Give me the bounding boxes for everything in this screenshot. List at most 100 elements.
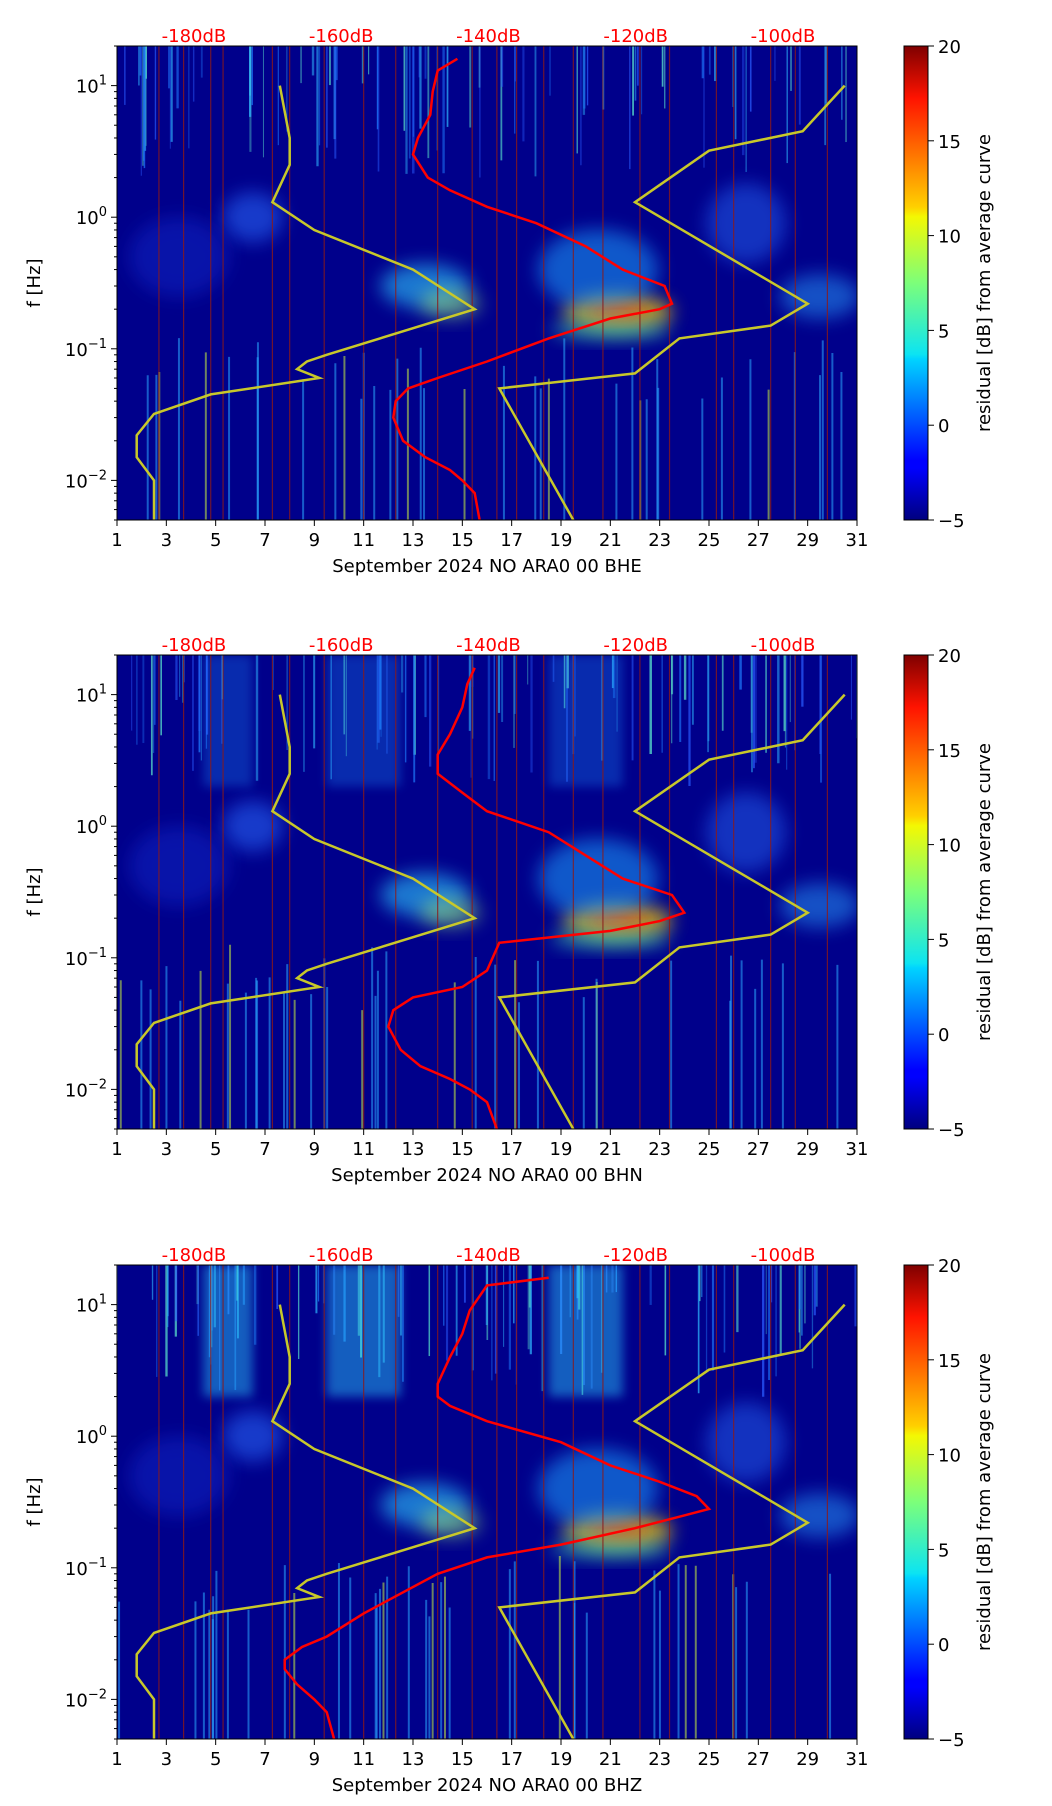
y-tick-label: 101: [76, 74, 107, 98]
db-scale-label: -120dB: [603, 635, 668, 656]
y-tick-label: 100: [76, 814, 107, 838]
y-tick-label: 100: [76, 205, 107, 229]
x-tick-label: 31: [846, 1139, 869, 1160]
spectrogram-image: [117, 46, 857, 520]
x-tick-label: 5: [210, 530, 221, 551]
db-scale-label: -100dB: [751, 635, 816, 656]
energy-blob: [222, 801, 283, 852]
db-scale-label: -160dB: [309, 26, 374, 47]
x-axis-label: September 2024 NO ARA0 00 BHE: [332, 556, 642, 577]
colorbar-tick-label: −5: [938, 1120, 965, 1141]
energy-blob: [128, 1435, 229, 1516]
broadband-noise-band: [548, 655, 623, 787]
spectrogram-panel-2: 1 3 5 7 9 11 13 15 17 19 21 23 25 27 29 3110−210−110010…: [24, 635, 995, 1186]
x-tick-label: 19: [550, 530, 573, 551]
x-tick-label: 19: [550, 1139, 573, 1160]
colorbar-tick-label: 20: [938, 1256, 961, 1277]
colorbar: [903, 654, 929, 1130]
y-axis-label: f [Hz]: [24, 1477, 45, 1526]
x-tick-label: 25: [698, 1749, 721, 1770]
x-tick-label: 15: [451, 530, 474, 551]
x-tick-label: 19: [550, 1749, 573, 1770]
noise-model-curve: [135, 693, 846, 1129]
x-tick-label: 25: [698, 1139, 721, 1160]
db-scale-label: -120dB: [603, 26, 668, 47]
colorbar-tick-label: 15: [938, 132, 961, 153]
colorbar-tick-label: 15: [938, 1351, 961, 1372]
spectrogram-panel-1: 1 3 5 7 9 11 13 15 17 19 21 23 25 27 29 3110−210−110010…: [24, 26, 995, 577]
energy-blob: [538, 1448, 658, 1529]
db-scale-label: -160dB: [309, 635, 374, 656]
spectrogram-image: [117, 655, 857, 1129]
energy-blob: [222, 1411, 283, 1462]
x-tick-label: 7: [259, 1139, 270, 1160]
x-tick-label: 11: [352, 1749, 375, 1770]
x-tick-label: 23: [648, 1139, 671, 1160]
x-tick-label: 3: [161, 1139, 172, 1160]
colorbar-label: residual [dB] from average curve: [974, 1353, 995, 1651]
colorbar: [903, 45, 929, 521]
colorbar-tick-label: 0: [938, 416, 949, 437]
noise-model-curve: [135, 84, 846, 520]
plot-frame: [116, 45, 858, 521]
x-axis-label: September 2024 NO ARA0 00 BHZ: [332, 1775, 643, 1796]
energy-blob: [550, 319, 671, 340]
energy-blob: [538, 229, 658, 310]
x-tick-label: 9: [309, 1749, 320, 1770]
y-tick-label: 10−2: [65, 468, 107, 492]
energy-blob: [128, 216, 229, 297]
colorbar-tick-label: 20: [938, 646, 961, 667]
colorbar-tick-label: 10: [938, 836, 961, 857]
db-scale-label: -140dB: [456, 635, 521, 656]
energy-blob: [420, 289, 480, 318]
broadband-noise-band: [203, 655, 253, 787]
x-tick-label: 1: [111, 530, 122, 551]
x-tick-label: 13: [402, 1749, 425, 1770]
broadband-noise-band: [548, 1265, 623, 1397]
y-tick-label: 101: [76, 683, 107, 707]
energy-blob: [420, 898, 480, 927]
db-scale-label: -180dB: [162, 635, 227, 656]
x-tick-label: 3: [161, 1749, 172, 1770]
colorbar-label: residual [dB] from average curve: [974, 743, 995, 1041]
db-scale-label: -180dB: [162, 1245, 227, 1266]
x-tick-label: 23: [648, 1749, 671, 1770]
x-tick-label: 5: [210, 1749, 221, 1770]
colorbar-tick-label: 5: [938, 321, 949, 342]
x-tick-label: 21: [599, 1139, 622, 1160]
mean-psd-curve: [283, 1276, 712, 1739]
db-scale-label: -120dB: [603, 1245, 668, 1266]
plot-frame: [116, 1264, 858, 1740]
x-tick-label: 9: [309, 1139, 320, 1160]
energy-blob: [128, 825, 229, 906]
x-tick-label: 27: [747, 1139, 770, 1160]
colorbar-tick-label: 20: [938, 37, 961, 58]
y-axis-label: f [Hz]: [24, 867, 45, 916]
colorbar-tick-label: −5: [938, 511, 965, 532]
energy-blob: [222, 192, 283, 243]
y-tick-label: 10−2: [65, 1687, 107, 1711]
x-tick-label: 29: [796, 530, 819, 551]
x-tick-label: 27: [747, 1749, 770, 1770]
x-tick-label: 21: [599, 530, 622, 551]
db-scale-label: -160dB: [309, 1245, 374, 1266]
y-tick-label: 10−1: [65, 1556, 107, 1580]
x-tick-label: 21: [599, 1749, 622, 1770]
x-tick-label: 23: [648, 530, 671, 551]
x-tick-label: 7: [259, 530, 270, 551]
y-axis-label: f [Hz]: [24, 258, 45, 307]
energy-blob: [706, 183, 786, 264]
colorbar: [903, 1264, 929, 1740]
x-tick-label: 15: [451, 1749, 474, 1770]
x-tick-label: 13: [402, 530, 425, 551]
colorbar-tick-label: 5: [938, 930, 949, 951]
x-tick-label: 29: [796, 1749, 819, 1770]
x-tick-label: 9: [309, 530, 320, 551]
y-tick-label: 10−1: [65, 946, 107, 970]
x-tick-label: 25: [698, 530, 721, 551]
mean-psd-curve: [386, 667, 687, 1129]
db-scale-label: -100dB: [751, 1245, 816, 1266]
energy-blob: [538, 838, 658, 919]
noise-model-curve: [135, 1303, 846, 1739]
